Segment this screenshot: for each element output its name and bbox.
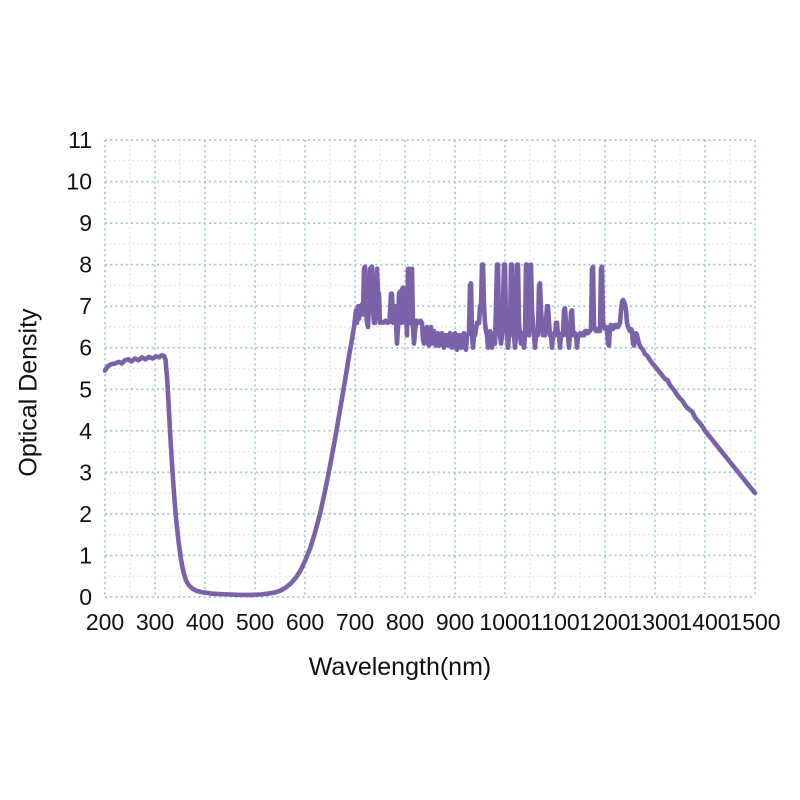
y-tick-label: 6 [79,335,92,361]
y-tick-label: 4 [79,418,92,444]
x-tick-label: 300 [136,609,174,635]
series-optical-density [102,262,758,598]
x-tick-label: 400 [186,609,224,635]
y-tick-label: 11 [68,127,92,153]
y-tick-label: 2 [79,501,92,527]
x-tick-label: 500 [236,609,274,635]
x-tick-label: 200 [86,609,124,635]
x-tick-label: 1100 [530,609,579,635]
y-tick-label: 10 [66,169,92,195]
y-tick-label: 9 [79,210,92,236]
x-tick-label: 1300 [629,609,680,635]
y-tick-label: 7 [79,293,92,319]
x-tick-label: 900 [436,609,474,635]
x-axis-title: Wavelength(nm) [308,653,492,681]
x-tick-label: 1000 [479,609,530,635]
y-axis-title: Optical Density [14,308,43,477]
x-tick-label: 700 [336,609,374,635]
y-tick-label: 8 [79,252,92,278]
y-tick-label: 1 [79,542,92,568]
x-tick-label: 1500 [729,609,780,635]
x-tick-label: 600 [286,609,324,635]
x-tick-label: 1200 [579,609,630,635]
x-tick-label: 800 [386,609,424,635]
y-tick-label: 0 [79,584,92,610]
x-tick-label: 1400 [679,609,730,635]
y-tick-label: 5 [79,376,92,402]
y-tick-label: 3 [79,459,92,485]
